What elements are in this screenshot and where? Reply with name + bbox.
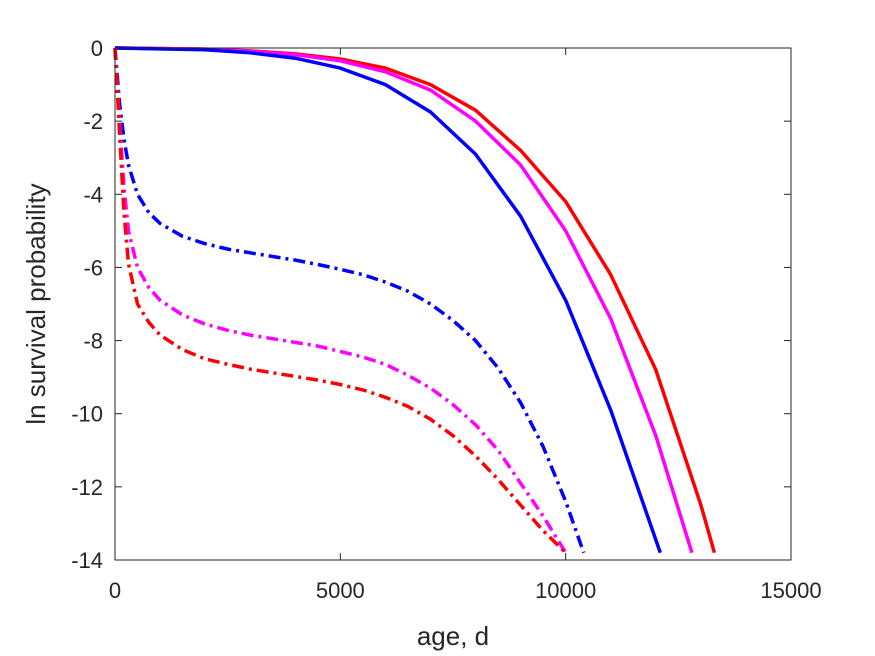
y-tick-label: 0 bbox=[91, 36, 103, 61]
axis-ticks: 0 5000 10000 15000 0 -2 -4 -6 -8 -10 -12 -14 bbox=[71, 36, 821, 603]
series-line-5 bbox=[113, 47, 568, 554]
x-tick-label: 0 bbox=[109, 578, 121, 603]
x-tick-label: 5000 bbox=[316, 578, 365, 603]
y-tick-label: -10 bbox=[71, 402, 103, 427]
series-line-4 bbox=[113, 47, 586, 554]
y-tick-label: -8 bbox=[83, 329, 103, 354]
y-axis-label: ln survival probability bbox=[21, 183, 51, 424]
y-tick-label: -2 bbox=[83, 109, 103, 134]
y-tick-label: -12 bbox=[71, 475, 103, 500]
series-line-2 bbox=[114, 46, 694, 554]
y-tick-label: -6 bbox=[83, 255, 103, 280]
series-line-1 bbox=[114, 46, 717, 554]
y-tick-label: -4 bbox=[83, 182, 103, 207]
x-tick-label: 10000 bbox=[535, 578, 596, 603]
plot-lines bbox=[113, 46, 717, 554]
x-axis-label: age, d bbox=[417, 621, 489, 651]
y-tick-label: -14 bbox=[71, 548, 103, 573]
x-tick-label: 15000 bbox=[760, 578, 821, 603]
axes-frame bbox=[114, 47, 792, 561]
series-line-3 bbox=[114, 46, 662, 554]
series-line-6 bbox=[113, 47, 567, 554]
